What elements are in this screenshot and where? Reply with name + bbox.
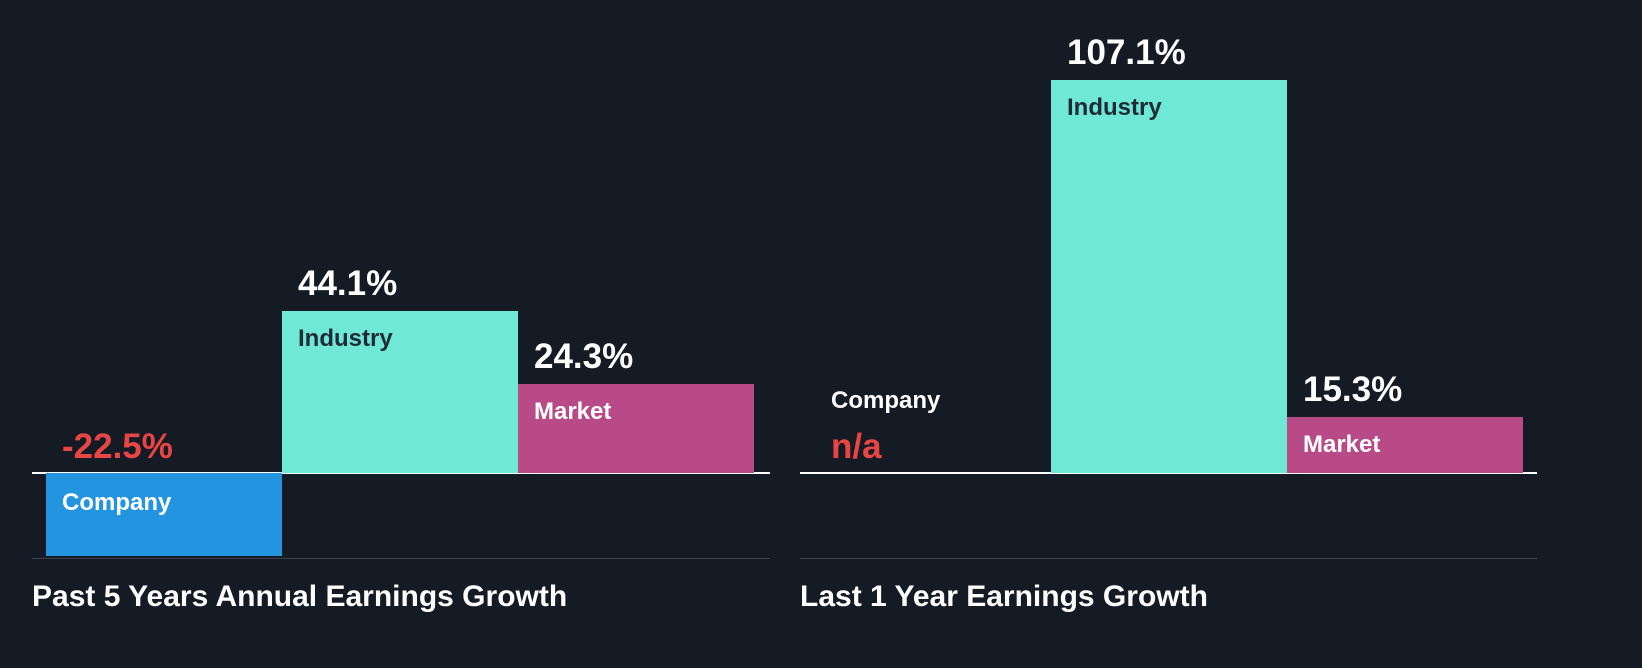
past-5-years-bar-industry xyxy=(282,311,518,473)
past-5-years-bar-company xyxy=(46,473,282,556)
last-1-year-label-industry: Industry xyxy=(1067,93,1162,121)
past-5-years-label-market: Market xyxy=(534,397,612,425)
last-1-year-value-company: n/a xyxy=(831,427,882,466)
past-5-years-label-industry: Industry xyxy=(298,325,393,353)
last-1-year-title: Last 1 Year Earnings Growth xyxy=(800,580,1208,613)
last-1-year-value-market: 15.3% xyxy=(1303,369,1403,409)
past-5-years-title: Past 5 Years Annual Earnings Growth xyxy=(32,580,568,613)
past-5-years-label-company: Company xyxy=(62,489,172,516)
last-1-year-divider xyxy=(800,558,1537,559)
last-1-year-zero-line xyxy=(800,472,1537,474)
past-5-years-value-market: 24.3% xyxy=(534,336,634,376)
last-1-year-label-company: Company xyxy=(831,387,941,414)
past-5-years-zero-line xyxy=(32,472,770,474)
past-5-years-value-industry: 44.1% xyxy=(298,264,398,304)
past-5-years-bar-market xyxy=(518,383,754,473)
last-1-year-value-industry: 107.1% xyxy=(1067,32,1186,72)
last-1-year-bar-market xyxy=(1287,416,1523,473)
last-1-year-label-market: Market xyxy=(1303,430,1381,458)
past-5-years-divider xyxy=(32,558,770,559)
last-1-year-bar-industry xyxy=(1051,79,1287,473)
past-5-years-value-company: -22.5% xyxy=(62,427,173,466)
